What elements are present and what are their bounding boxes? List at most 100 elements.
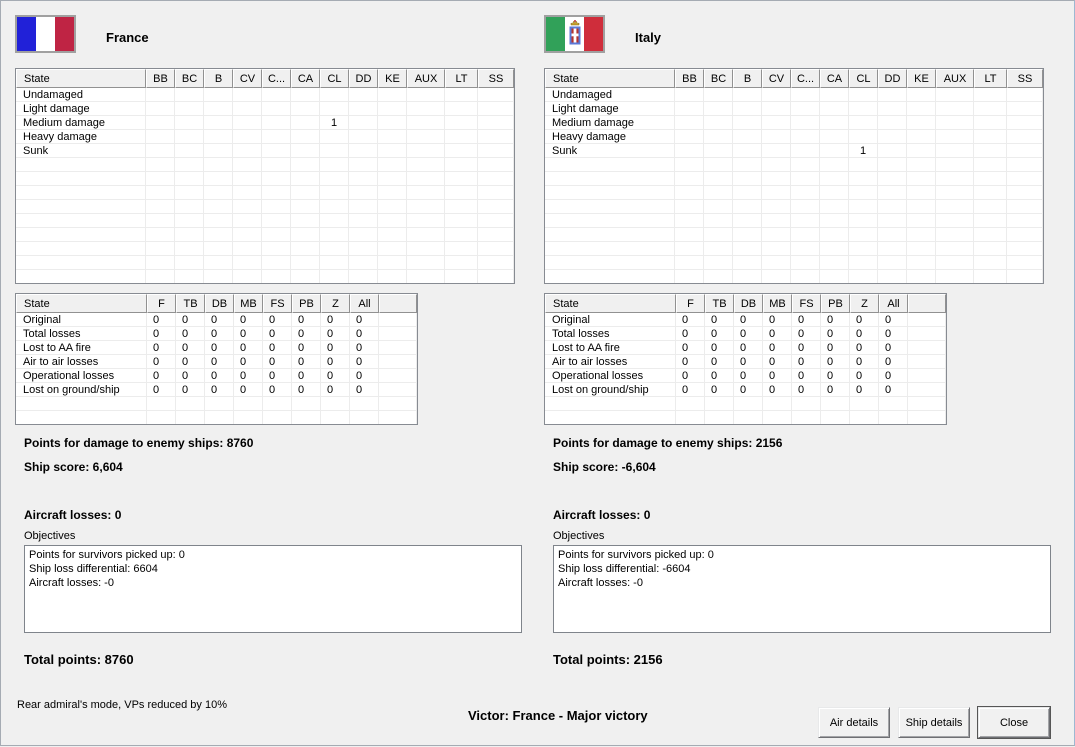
table-cell xyxy=(320,102,349,116)
column-header: B xyxy=(733,69,762,88)
row-label: Original xyxy=(16,313,147,327)
table-cell: 0 xyxy=(292,327,321,341)
row-label: Lost on ground/ship xyxy=(16,383,147,397)
row-label: Undamaged xyxy=(16,88,146,102)
column-header: CL xyxy=(320,69,349,88)
table-cell xyxy=(878,130,907,144)
table-cell: 0 xyxy=(705,369,734,383)
table-cell: 0 xyxy=(821,341,850,355)
table-cell: 0 xyxy=(350,341,379,355)
table-cell xyxy=(733,130,762,144)
table-cell: 0 xyxy=(792,341,821,355)
table-cell: 0 xyxy=(205,341,234,355)
table-cell: 0 xyxy=(763,355,792,369)
row-label: Light damage xyxy=(16,102,146,116)
table-row: Original 0 0 0 0 0 0 0 0 xyxy=(16,313,417,327)
table-cell xyxy=(349,144,378,158)
table-row xyxy=(545,172,1043,186)
column-header: TB xyxy=(176,294,205,313)
ship-status-table: State BB BC B CV C... CA CL DD KE AUX LT SS Undamaged… xyxy=(544,68,1044,284)
points-damage-text: Points for damage to enemy ships: 2156 xyxy=(553,436,783,450)
table-cell: 0 xyxy=(147,341,176,355)
table-cell xyxy=(445,144,478,158)
column-header: DB xyxy=(205,294,234,313)
table-cell xyxy=(820,102,849,116)
table-cell: 0 xyxy=(734,327,763,341)
table-cell xyxy=(791,116,820,130)
table-row xyxy=(545,270,1043,283)
table-cell: 0 xyxy=(879,327,908,341)
table-row xyxy=(16,200,514,214)
column-header: PB xyxy=(292,294,321,313)
row-label: Total losses xyxy=(16,327,147,341)
italy-panel: Italy State BB BC B CV C... CA CL DD KE AUX LT SS Und… xyxy=(544,1,1051,747)
table-row: Total losses 0 0 0 0 0 0 0 0 xyxy=(545,327,946,341)
row-label: Sunk xyxy=(545,144,675,158)
table-cell xyxy=(733,144,762,158)
table-cell xyxy=(204,102,233,116)
table-cell: 0 xyxy=(879,313,908,327)
table-row xyxy=(16,214,514,228)
table-cell xyxy=(291,130,320,144)
table-cell xyxy=(233,102,262,116)
column-header: TB xyxy=(705,294,734,313)
table-cell xyxy=(407,102,445,116)
table-cell: 0 xyxy=(850,327,879,341)
mode-note: Rear admiral's mode, VPs reduced by 10% xyxy=(17,699,227,711)
france-flag-red-stripe xyxy=(55,17,74,51)
table-cell: 0 xyxy=(292,369,321,383)
table-cell xyxy=(291,116,320,130)
table-cell: 0 xyxy=(234,369,263,383)
aircraft-losses-text: Aircraft losses: 0 xyxy=(24,508,122,522)
table-cell: 1 xyxy=(849,144,878,158)
table-cell: 0 xyxy=(321,313,350,327)
column-header: BC xyxy=(704,69,733,88)
table-cell xyxy=(878,116,907,130)
victor-text: Victor: France - Major victory xyxy=(468,708,648,723)
table-cell xyxy=(478,130,514,144)
row-label: Medium damage xyxy=(16,116,146,130)
table-cell: 0 xyxy=(350,383,379,397)
ship-score-text: Ship score: 6,604 xyxy=(24,460,123,474)
table-cell xyxy=(478,102,514,116)
table-row: Air to air losses 0 0 0 0 0 0 0 0 xyxy=(16,355,417,369)
objective-line: Ship loss differential: 6604 xyxy=(29,563,158,575)
table-cell: 0 xyxy=(263,355,292,369)
table-cell xyxy=(974,102,1007,116)
table-cell: 0 xyxy=(705,327,734,341)
ship-details-button[interactable]: Ship details xyxy=(898,707,970,738)
table-cell xyxy=(704,144,733,158)
table-cell: 0 xyxy=(176,369,205,383)
table-cell: 0 xyxy=(205,327,234,341)
close-button[interactable]: Close xyxy=(978,707,1050,738)
table-cell xyxy=(907,130,936,144)
air-details-button[interactable]: Air details xyxy=(818,707,890,738)
table-cell: 0 xyxy=(792,355,821,369)
column-header: Z xyxy=(850,294,879,313)
table-cell: 0 xyxy=(792,369,821,383)
table-cell: 0 xyxy=(292,383,321,397)
table-cell: 0 xyxy=(676,327,705,341)
column-header: DD xyxy=(349,69,378,88)
column-header: BB xyxy=(146,69,175,88)
table-cell xyxy=(262,88,291,102)
ship-score-text: Ship score: -6,604 xyxy=(553,460,656,474)
table-cell xyxy=(974,144,1007,158)
column-header: DD xyxy=(878,69,907,88)
table-cell xyxy=(908,327,946,341)
table-cell xyxy=(849,116,878,130)
table-row xyxy=(16,242,514,256)
row-label: Lost to AA fire xyxy=(16,341,147,355)
table-row: Light damage xyxy=(545,102,1043,116)
table-cell xyxy=(320,130,349,144)
objectives-label: Objectives xyxy=(553,530,605,542)
table-cell xyxy=(908,341,946,355)
table-cell: 0 xyxy=(821,355,850,369)
column-header: State xyxy=(545,69,675,88)
table-cell: 0 xyxy=(321,327,350,341)
aircraft-losses-table: State F TB DB MB FS PB Z All Original 0 0 0 0 0 0 0 0 Tota… xyxy=(15,293,418,425)
table-cell xyxy=(379,383,417,397)
table-cell xyxy=(204,116,233,130)
table-cell: 0 xyxy=(792,327,821,341)
